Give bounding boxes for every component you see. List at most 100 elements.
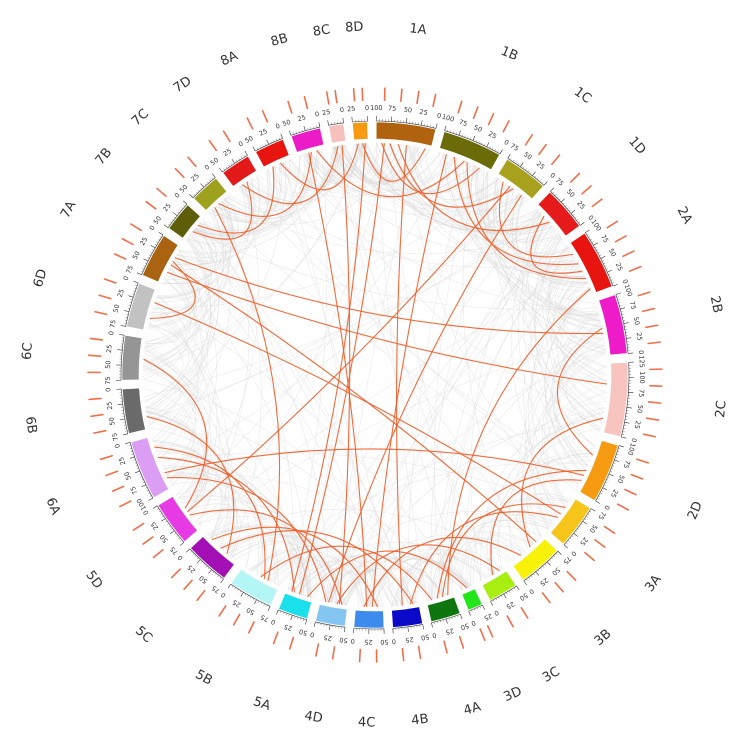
minor-tick [233, 161, 235, 164]
tick-label: 0 [104, 388, 112, 393]
minor-tick [612, 465, 615, 467]
minor-tick [262, 145, 264, 147]
minor-tick [597, 252, 600, 254]
background-link [480, 391, 607, 582]
minor-tick [140, 476, 143, 478]
minor-tick [128, 445, 131, 447]
tick-label: 25 [505, 600, 516, 611]
chromosome-label-3a: 3A [642, 572, 664, 595]
background-link [145, 277, 191, 343]
background-link [461, 514, 556, 591]
background-link [433, 537, 525, 600]
minor-tick [211, 177, 214, 180]
minor-tick [445, 618, 447, 621]
background-link [470, 212, 541, 582]
scale-baseline [121, 389, 129, 434]
minor-tick [173, 216, 176, 219]
chromosome-label-6c: 6C [20, 342, 36, 360]
tick-label: 0 [237, 140, 245, 149]
tick-label: 100 [638, 371, 646, 383]
minor-tick [183, 205, 186, 207]
chromosome-label-2c: 2C [713, 400, 730, 419]
minor-tick [563, 544, 566, 547]
minor-tick [193, 194, 196, 196]
minor-tick [481, 142, 483, 145]
minor-tick [291, 615, 293, 618]
gene-marker [616, 503, 630, 511]
minor-tick [142, 268, 145, 270]
minor-tick [440, 620, 441, 623]
highlight-link [154, 446, 266, 579]
background-link [472, 447, 596, 586]
minor-tick [129, 302, 132, 304]
minor-tick [458, 133, 460, 136]
tick-label: 75 [509, 142, 520, 153]
tick-label: 75 [210, 584, 221, 595]
scale-baseline [523, 551, 559, 582]
tick-label: 25 [116, 288, 126, 298]
tick-label: 0 [203, 163, 211, 172]
minor-tick [555, 553, 558, 555]
tick-label: 50 [104, 360, 112, 369]
chromosome-8c [328, 123, 347, 144]
minor-tick [158, 510, 161, 513]
minor-tick [219, 576, 222, 579]
highlight-link [192, 181, 253, 240]
minor-tick [442, 619, 444, 622]
tick-label: 0 [365, 104, 369, 112]
background-link [154, 256, 209, 450]
gene-marker [303, 96, 309, 110]
gene-marker [614, 235, 627, 243]
background-link [541, 342, 605, 508]
tick-label: 0 [630, 437, 639, 443]
tick-label: 25 [138, 236, 149, 247]
gene-marker [645, 417, 660, 421]
background-link [251, 549, 364, 607]
minor-tick [589, 511, 592, 513]
minor-tick [499, 152, 502, 155]
background-link [265, 555, 347, 606]
minor-tick [537, 569, 540, 572]
background-link [441, 245, 568, 598]
tick-label: 75 [458, 118, 468, 128]
gene-marker [524, 134, 533, 146]
minor-tick [155, 505, 158, 507]
minor-tick [530, 575, 533, 578]
minor-tick [223, 168, 225, 171]
chromosome-8a [255, 138, 290, 168]
tick-label: 75 [110, 432, 120, 442]
minor-tick [539, 179, 541, 182]
minor-tick [171, 219, 174, 221]
tick-label: 75 [124, 264, 135, 275]
minor-tick [611, 282, 614, 284]
background-link [211, 145, 409, 226]
background-link [273, 166, 394, 607]
minor-tick [252, 598, 255, 601]
minor-tick [225, 166, 228, 169]
background-link [548, 247, 604, 335]
tick-label: 50 [607, 247, 618, 258]
minor-tick [464, 135, 466, 138]
minor-tick [536, 177, 539, 180]
background-link [389, 143, 477, 193]
gene-marker [594, 539, 606, 548]
minor-tick [210, 569, 212, 572]
tick-label: 125 [637, 355, 646, 368]
minor-tick [197, 189, 200, 192]
tick-label: 25 [445, 626, 455, 636]
minor-tick [306, 619, 307, 622]
background-link [333, 146, 496, 574]
minor-tick [179, 209, 182, 212]
highlight-link [166, 271, 607, 385]
minor-tick [165, 520, 168, 523]
minor-tick [618, 448, 621, 450]
gene-marker [570, 172, 581, 183]
gene-marker [606, 220, 619, 229]
highlight-link [499, 181, 574, 258]
tick-label: 0 [391, 637, 396, 645]
minor-tick [288, 614, 290, 617]
background-link [341, 534, 522, 605]
tick-label: 100 [622, 283, 634, 297]
minor-tick [128, 305, 131, 307]
highlight-link [260, 545, 433, 601]
